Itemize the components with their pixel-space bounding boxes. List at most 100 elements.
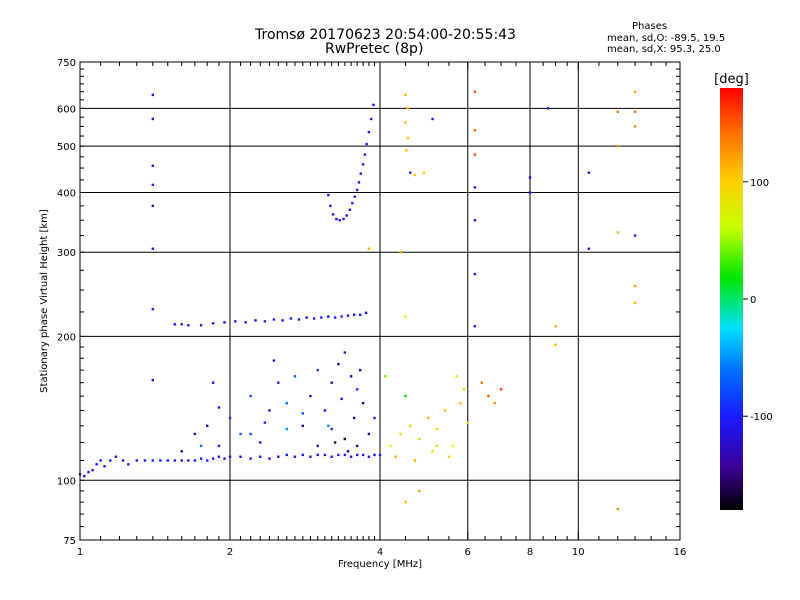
data-point — [205, 424, 209, 428]
data-point — [333, 316, 337, 319]
data-point — [404, 121, 407, 124]
data-point — [249, 394, 252, 398]
data-point — [327, 424, 330, 428]
data-point — [427, 416, 430, 420]
data-point — [447, 455, 451, 458]
data-point — [473, 153, 477, 156]
colorbar-tick-label: 0 — [750, 295, 756, 306]
chart-title-line2: RwPretec (8p) — [325, 41, 424, 57]
data-point — [528, 176, 532, 179]
data-point — [546, 107, 550, 110]
data-point — [263, 320, 267, 323]
data-point — [473, 272, 477, 276]
data-point — [151, 307, 155, 311]
data-point — [103, 465, 106, 468]
data-point — [473, 90, 477, 93]
x-tick-label: 10 — [572, 547, 585, 558]
data-point — [528, 191, 532, 194]
data-point — [633, 125, 637, 128]
data-point — [337, 453, 340, 457]
colorbar-gradient — [720, 88, 743, 510]
data-point — [268, 409, 271, 412]
data-point — [211, 381, 215, 384]
data-point — [431, 117, 434, 121]
data-point — [301, 412, 305, 415]
x-tick-label: 8 — [527, 547, 533, 558]
data-point — [281, 319, 284, 322]
data-point — [121, 459, 125, 462]
data-point — [346, 450, 350, 453]
data-point — [151, 247, 155, 250]
data-point — [193, 432, 197, 436]
data-point — [327, 315, 330, 318]
data-point — [151, 93, 155, 97]
data-point — [451, 444, 455, 448]
data-point — [330, 381, 333, 384]
phase-colorbar: 100 0 -100 [deg] — [714, 72, 773, 510]
data-point — [272, 318, 276, 321]
data-point — [316, 444, 319, 448]
data-point — [372, 103, 375, 107]
data-point — [369, 117, 373, 121]
data-point — [418, 437, 421, 441]
data-point — [409, 171, 412, 174]
data-point — [389, 444, 392, 448]
data-point — [263, 421, 267, 424]
data-point — [404, 93, 407, 97]
y-tick-label: 300 — [57, 248, 76, 259]
data-point — [254, 319, 257, 322]
data-point — [180, 459, 183, 462]
data-point — [459, 401, 462, 405]
data-point — [480, 381, 483, 384]
data-point — [435, 444, 438, 448]
data-point — [316, 368, 319, 372]
data-point — [223, 321, 226, 324]
data-point — [99, 459, 102, 462]
data-point — [455, 375, 458, 378]
data-point — [616, 144, 619, 148]
colorbar-tick-label: -100 — [750, 412, 773, 423]
data-point — [234, 320, 237, 323]
data-point — [373, 416, 376, 420]
data-point — [352, 416, 356, 420]
data-point — [346, 314, 350, 317]
y-tick-label: 75 — [63, 536, 76, 547]
data-point — [633, 234, 637, 237]
data-point — [418, 489, 421, 493]
data-point — [211, 457, 215, 460]
data-point — [404, 500, 407, 504]
data-point — [554, 325, 557, 328]
data-point — [327, 193, 330, 197]
data-point — [187, 459, 190, 462]
data-point — [349, 455, 353, 458]
data-point — [487, 394, 490, 398]
data-point — [343, 437, 347, 441]
data-point — [616, 110, 619, 114]
data-point — [367, 432, 371, 436]
y-tick-label: 500 — [57, 142, 76, 153]
data-point — [83, 474, 86, 478]
data-point — [352, 313, 356, 316]
data-point — [193, 459, 197, 462]
data-point — [199, 444, 203, 448]
data-point — [359, 172, 362, 175]
data-point — [127, 463, 130, 466]
data-point — [228, 455, 232, 458]
data-point — [180, 323, 183, 326]
data-point — [312, 317, 316, 320]
data-point — [323, 453, 327, 457]
x-tick-label: 4 — [377, 547, 383, 558]
data-point — [301, 424, 305, 428]
data-point — [239, 455, 242, 458]
data-point — [330, 427, 333, 431]
y-tick-label: 100 — [57, 476, 76, 487]
data-point — [293, 375, 297, 378]
data-point — [277, 455, 280, 458]
axis-ticks — [79, 61, 680, 541]
data-point — [285, 427, 288, 431]
data-point — [342, 217, 345, 221]
data-point — [367, 247, 371, 250]
data-point — [151, 459, 155, 462]
data-point — [633, 110, 637, 114]
data-point — [166, 459, 169, 462]
